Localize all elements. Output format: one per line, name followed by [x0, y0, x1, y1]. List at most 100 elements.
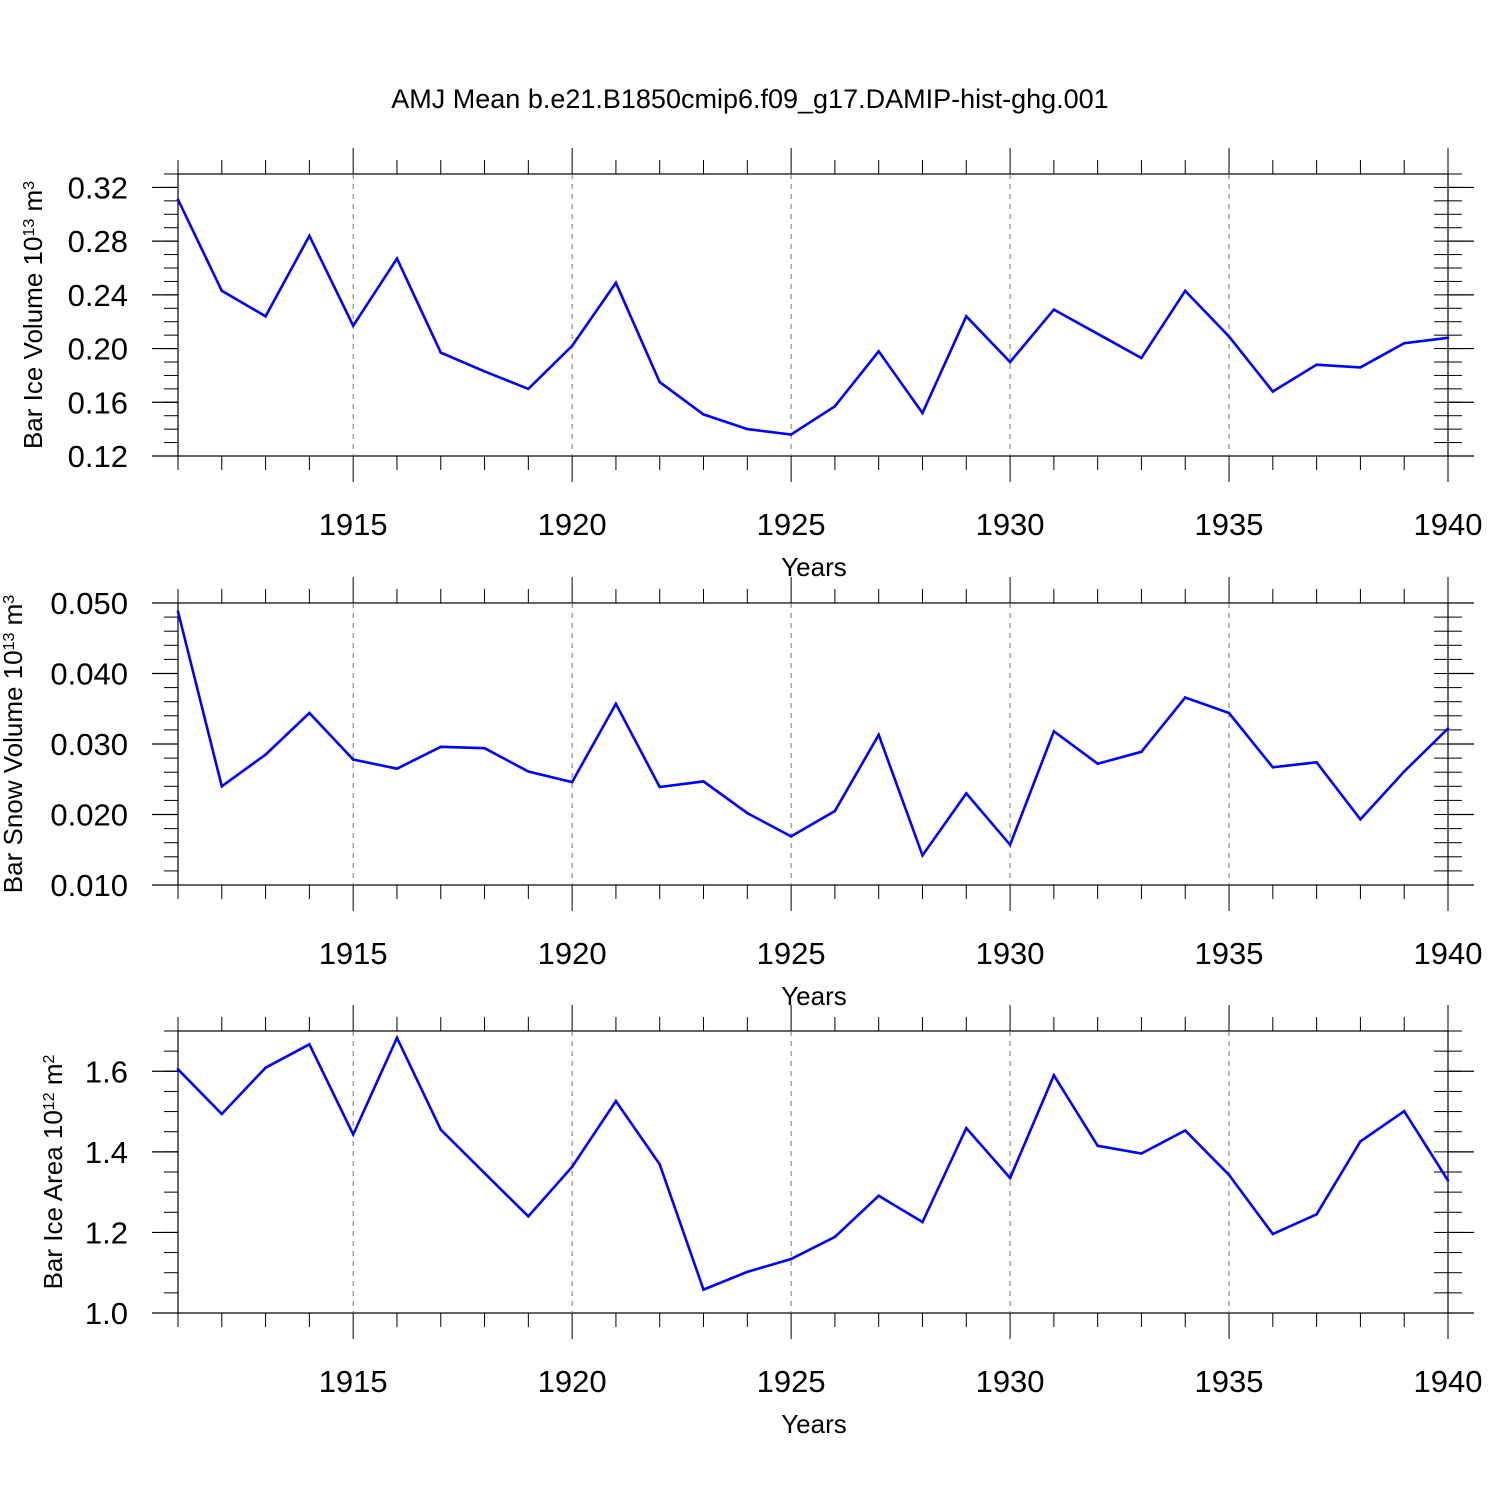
data-point: [1140, 750, 1143, 754]
data-point: [1096, 762, 1099, 766]
data-point: [746, 1270, 749, 1274]
x-axis-label: Years: [781, 981, 847, 1011]
data-point: [308, 1042, 311, 1046]
data-point: [1052, 1074, 1056, 1077]
data-point: [1446, 1179, 1450, 1182]
data-point: [702, 780, 705, 783]
y-tick-label: 0.030: [50, 727, 128, 762]
data-point: [264, 1066, 267, 1069]
data-point: [964, 792, 968, 795]
data-point: [833, 405, 837, 408]
data-point: [833, 1235, 837, 1239]
data-point: [658, 785, 662, 789]
data-point: [877, 1194, 880, 1198]
data-point: [1271, 765, 1275, 769]
x-tick-label: 1920: [538, 507, 607, 542]
data-point: [1315, 363, 1318, 366]
series-line: [177, 1034, 1450, 1292]
x-tick-label: 1915: [319, 1364, 388, 1399]
data-point: [964, 1126, 968, 1130]
data-point: [877, 733, 880, 737]
y-tick-label: 1.0: [85, 1296, 128, 1331]
data-point: [439, 745, 443, 749]
data-point: [1140, 1152, 1143, 1155]
data-point: [789, 1257, 793, 1261]
data-point: [964, 315, 968, 318]
x-tick-label: 1935: [1195, 507, 1264, 542]
plot-panel-1: 0.12 0.16 0.20 0.24 0.28 0.32 1915 1920 1925 1930…: [18, 148, 1482, 582]
series-line: [176, 611, 1449, 859]
data-point: [439, 1128, 443, 1131]
data-point: [1402, 341, 1406, 345]
data-point: [1008, 843, 1012, 847]
data-point: [527, 1215, 530, 1218]
data-point: [1446, 336, 1450, 340]
chart-title: AMJ Mean b.e21.B1850cmip6.f09_g17.DAMIP-…: [391, 84, 1109, 114]
data-point: [1359, 1140, 1362, 1143]
x-axis-label: Years: [781, 1409, 847, 1439]
data-point: [220, 1112, 224, 1116]
data-point: [351, 324, 355, 328]
data-point: [351, 758, 355, 761]
plot-frame: [177, 173, 1449, 457]
data-point: [264, 315, 267, 318]
data-point: [702, 413, 705, 416]
x-tick-label: 1940: [1414, 936, 1483, 971]
y-tick-label: 0.28: [68, 224, 128, 259]
x-tick-label: 1930: [976, 1364, 1045, 1399]
data-point: [658, 1163, 662, 1166]
data-point: [789, 835, 793, 838]
data-point: [527, 387, 530, 391]
data-point: [833, 809, 837, 813]
y-axis-label: Bar Ice Area 1012 m2: [38, 1054, 68, 1289]
y-tick-label: 0.050: [50, 586, 128, 621]
data-point: [308, 711, 311, 715]
data-point: [1140, 356, 1143, 360]
y-tick-label: 1.6: [85, 1054, 128, 1089]
data-point: [614, 281, 618, 285]
x-tick-label: 1925: [757, 507, 826, 542]
x-tick-label: 1935: [1195, 1364, 1264, 1399]
data-point: [921, 854, 924, 857]
data-point: [1402, 770, 1406, 773]
y-axis-label: Bar Ice Volume 1013 m3: [18, 181, 48, 449]
data-point: [1227, 1173, 1231, 1177]
data-point: [614, 1099, 618, 1103]
data-point: [1008, 1176, 1012, 1180]
data-point: [1008, 360, 1012, 364]
plot-panel-3: 1.0 1.2 1.4 1.6 1915 1920 1925 1930 1935 1940 Year…: [38, 1005, 1482, 1439]
data-point: [1315, 1213, 1318, 1216]
data-point: [1096, 1144, 1099, 1148]
data-point: [570, 344, 574, 348]
y-tick-label: 1.4: [85, 1135, 128, 1170]
data-point: [658, 380, 662, 384]
data-point: [570, 1165, 574, 1169]
data-point: [1227, 711, 1231, 715]
data-point: [1096, 332, 1099, 336]
plot-frame: [177, 1030, 1449, 1314]
x-tick-label: 1915: [319, 507, 388, 542]
data-point: [176, 1067, 180, 1071]
data-point: [483, 1171, 486, 1175]
data-point: [220, 289, 224, 293]
y-tick-label: 0.32: [68, 170, 128, 205]
data-point: [395, 767, 399, 770]
data-point: [1227, 335, 1231, 338]
data-point: [921, 411, 924, 415]
x-axis-label: Years: [781, 552, 847, 582]
y-tick-label: 0.20: [68, 332, 128, 367]
y-tick-label: 0.24: [68, 278, 128, 313]
data-point: [527, 770, 530, 773]
x-tick-label: 1940: [1414, 1364, 1483, 1399]
y-tick-label: 0.16: [68, 385, 128, 420]
data-point: [1359, 366, 1362, 369]
data-point: [439, 351, 443, 354]
data-point: [746, 811, 749, 815]
x-tick-label: 1935: [1195, 936, 1264, 971]
x-tick-label: 1930: [976, 507, 1045, 542]
data-point: [1271, 1232, 1275, 1236]
plot-panel-2: 0.010 0.020 0.030 0.040 0.050 1915 1920 1925 193…: [0, 577, 1482, 1011]
data-point: [1402, 1109, 1406, 1113]
data-point: [220, 785, 224, 788]
